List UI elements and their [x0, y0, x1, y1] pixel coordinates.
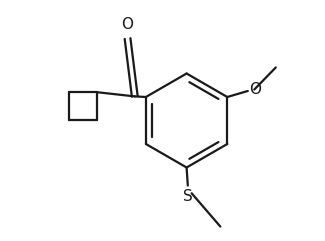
Text: S: S	[183, 189, 193, 204]
Text: O: O	[122, 17, 134, 32]
Text: O: O	[249, 82, 261, 97]
